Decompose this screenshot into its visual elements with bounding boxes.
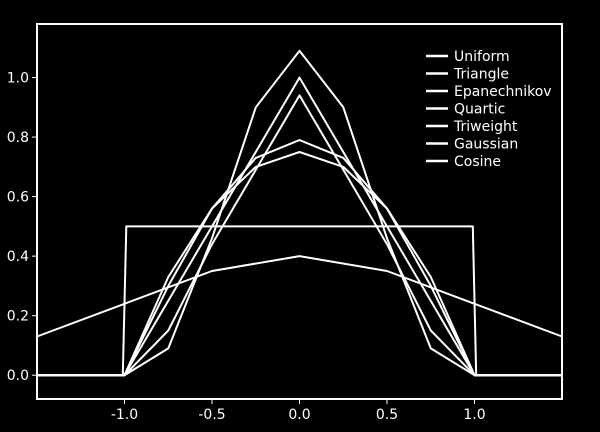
legend-label-epanechnikov: Epanechnikov: [454, 84, 552, 100]
series-triweight: [36, 49, 563, 377]
x-tick-label: 0.5: [376, 407, 398, 423]
x-axis-ticks: -1.0 -0.5 0.0 0.5 1.0: [111, 399, 486, 423]
series-layer: [36, 49, 563, 377]
x-tick-label: -1.0: [111, 407, 138, 423]
y-tick-label: 0.4: [7, 249, 29, 265]
legend-label-uniform: Uniform: [454, 49, 510, 65]
legend-label-cosine: Cosine: [454, 154, 501, 170]
y-tick-label: 1.0: [7, 71, 29, 87]
series-cosine: [36, 139, 563, 377]
x-tick-label: 1.0: [463, 407, 485, 423]
y-tick-label: 0.0: [7, 368, 29, 384]
legend-label-triweight: Triweight: [453, 119, 518, 135]
series-quartic: [36, 94, 563, 377]
legend-label-quartic: Quartic: [454, 102, 505, 118]
legend-label-gaussian: Gaussian: [454, 137, 518, 153]
x-tick-label: -0.5: [198, 407, 225, 423]
series-epanechnikov: [36, 151, 563, 377]
series-gaussian: [36, 255, 563, 338]
x-tick-label: 0.0: [288, 407, 310, 423]
y-tick-label: 0.6: [7, 190, 29, 206]
y-tick-label: 0.2: [7, 309, 29, 325]
y-axis-ticks: 0.0 0.2 0.4 0.6 0.8 1.0: [7, 71, 37, 384]
legend-label-triangle: Triangle: [453, 67, 509, 83]
y-tick-label: 0.8: [7, 130, 29, 146]
